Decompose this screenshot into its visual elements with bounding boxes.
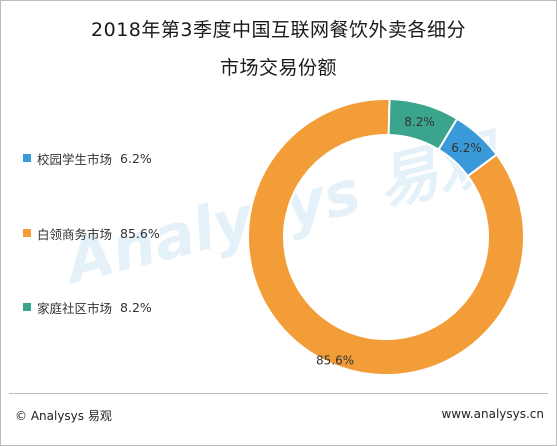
legend-item-campus: 校园学生市场 6.2% [23,148,152,168]
legend-label: 校园学生市场 [37,151,113,167]
slice-family [387,98,459,151]
legend-item-family: 家庭社区市场 8.2% [23,297,152,317]
slice-label-family: 8.2% [404,115,435,129]
footer-copyright: © Analysys 易观 [15,409,112,423]
chart-title: 2018年第3季度中国互联网餐饮外卖各细分 [91,19,466,41]
legend-value: 8.2% [120,299,152,315]
slice-label-business: 85.6% [316,354,354,368]
legend-swatch [23,229,31,237]
legend-value: 85.6% [120,225,160,241]
footer-divider [9,393,548,394]
chart-subtitle: 市场交易份额 [219,57,337,79]
slice-business [247,98,525,376]
legend-value: 6.2% [120,150,152,166]
footer-website: www.analysys.cn [441,407,544,421]
legend-swatch [23,154,31,162]
slice-label-campus: 6.2% [451,141,482,155]
legend-label: 家庭社区市场 [37,300,113,316]
donut-chart: 6.2% 85.6% 8.2% [247,98,525,376]
legend-swatch [23,303,31,311]
legend-item-business: 白领商务市场 85.6% [23,223,160,243]
legend-label: 白领商务市场 [37,226,113,242]
